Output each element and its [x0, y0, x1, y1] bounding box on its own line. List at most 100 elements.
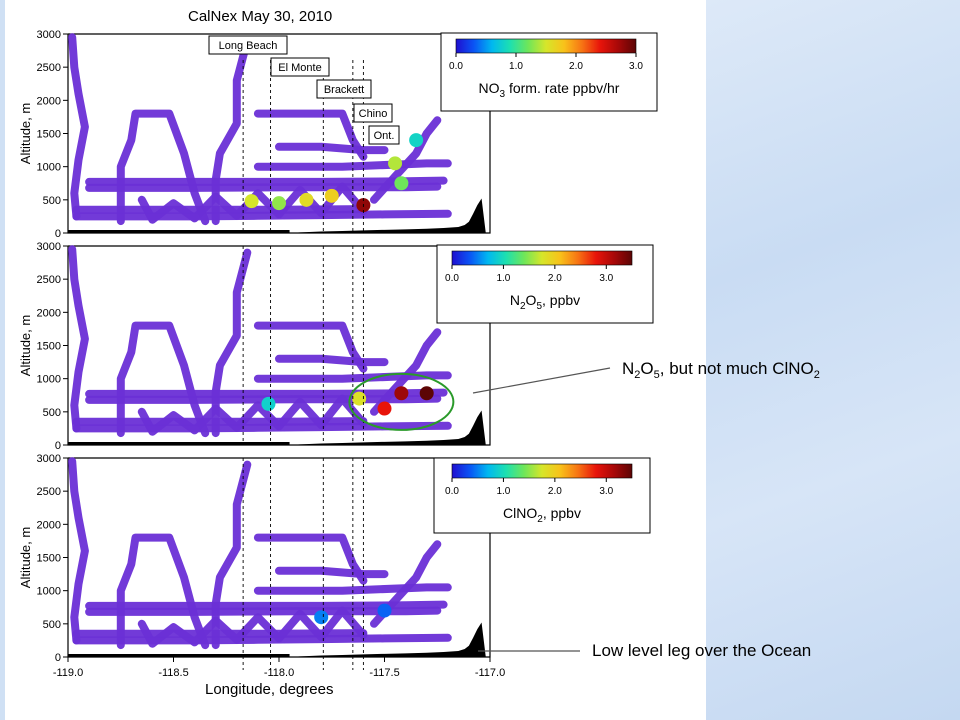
colorbar-tick-label: 3.0 [629, 61, 643, 72]
flight-track [85, 176, 448, 186]
flight-track [253, 159, 452, 171]
colorbar-tick-label: 0.0 [445, 273, 459, 284]
flight-track [253, 583, 452, 595]
colorbar-label: NO3 form. rate ppbv/hr [479, 80, 620, 100]
flight-track [85, 600, 448, 610]
y-axis-label: Altitude, m [18, 315, 33, 376]
callout-ocean: Low level leg over the Ocean [478, 641, 811, 660]
data-point [244, 194, 259, 209]
data-point [352, 391, 367, 406]
x-axis-label: Longitude, degrees [205, 681, 333, 698]
colorbar-tick-label: 2.0 [569, 61, 583, 72]
location-label-box [368, 125, 400, 145]
data-point [388, 156, 403, 171]
data-point [261, 396, 276, 411]
data-point [299, 192, 314, 207]
y-tick-label: 2000 [37, 95, 61, 107]
terrain-profile [283, 198, 490, 233]
data-point [419, 386, 434, 401]
location-label: Ont. [374, 130, 395, 142]
y-tick-label: 3000 [37, 453, 61, 465]
data-point [394, 176, 409, 191]
flight-track [72, 209, 452, 221]
panel-bottom: 0 500 1000 1500 2000 2500 3000 Altitude, m 0.0 1.… [18, 453, 651, 670]
colorbar-tick-label: 0.0 [449, 61, 463, 72]
y-axis-label: Altitude, m [18, 103, 33, 164]
chart-title: CalNex May 30, 2010 [188, 8, 332, 25]
y-tick-label: 2500 [37, 274, 61, 286]
flight-track [72, 421, 452, 433]
panel-middle: 0 500 1000 1500 2000 2500 3000 Altitude, m 0.0 1.… [18, 241, 654, 452]
y-tick-label: 2500 [37, 62, 61, 74]
flight-track [370, 116, 442, 204]
location-label: Brackett [324, 84, 364, 96]
y-tick-label: 1500 [37, 341, 61, 353]
y-tick-label: 2500 [37, 486, 61, 498]
callout-n2o5: N2O5, but not much ClNO2 [472, 359, 820, 394]
flight-track [370, 328, 442, 416]
flight-track [72, 633, 452, 645]
x-tick-label: -119.0 [53, 667, 83, 679]
sea-level-band [68, 442, 290, 445]
y-tick-label: 1000 [37, 586, 61, 598]
colorbar-tick-label: 3.0 [599, 273, 613, 284]
flight-track [275, 566, 389, 579]
colorbar-tick-label: 3.0 [599, 486, 613, 497]
data-point [394, 386, 409, 401]
flight-track [211, 36, 252, 226]
flight-track [68, 245, 89, 433]
y-tick-label: 3000 [37, 29, 61, 41]
flight-track [253, 371, 452, 383]
y-tick-label: 500 [43, 407, 61, 419]
colorbar [451, 463, 633, 479]
colorbar-tick-label: 2.0 [548, 273, 562, 284]
flight-track [68, 33, 89, 221]
flight-track [211, 460, 252, 650]
colorbar-tick-label: 0.0 [445, 486, 459, 497]
location-label-box [353, 103, 393, 123]
flight-track [211, 248, 252, 438]
y-tick-label: 1500 [37, 553, 61, 565]
y-tick-label: 0 [55, 228, 61, 240]
y-tick-label: 0 [55, 652, 61, 664]
colorbar-tick-label: 1.0 [496, 486, 510, 497]
colorbar-label: N2O5, ppbv [510, 292, 580, 312]
left-decorative-strip [0, 0, 5, 720]
y-tick-label: 500 [43, 195, 61, 207]
y-tick-label: 3000 [37, 241, 61, 253]
flight-track [116, 533, 210, 650]
terrain-profile [283, 410, 490, 445]
terrain-profile [283, 622, 490, 657]
colorbar [455, 38, 637, 54]
sea-level-band [68, 654, 290, 657]
y-tick-label: 2000 [37, 519, 61, 531]
location-label: Chino [359, 108, 388, 120]
callout-n2o5-text: N2O5, but not much ClNO2 [622, 359, 820, 381]
y-tick-label: 0 [55, 440, 61, 452]
colorbar-tick-label: 1.0 [509, 61, 523, 72]
decorative-side-panel [706, 0, 960, 720]
location-label: Long Beach [219, 40, 278, 52]
y-tick-label: 2000 [37, 307, 61, 319]
x-tick-label: -117.5 [369, 667, 399, 679]
flight-track [137, 394, 368, 436]
flight-track [116, 321, 210, 438]
flight-track [275, 142, 389, 155]
location-label-box [316, 79, 372, 99]
sea-level-band [68, 230, 290, 233]
flight-track [116, 109, 210, 226]
colorbar-label: ClNO2, ppbv [503, 505, 581, 525]
colorbar-tick-label: 1.0 [496, 273, 510, 284]
flight-track [68, 457, 89, 645]
location-label: El Monte [278, 62, 321, 74]
y-tick-label: 1000 [37, 374, 61, 386]
location-label-box [270, 57, 330, 77]
y-tick-label: 1000 [37, 162, 61, 174]
colorbar [451, 250, 633, 266]
data-point [324, 188, 339, 203]
data-point [377, 401, 392, 416]
data-point [314, 610, 329, 625]
x-tick-label: -118.0 [264, 667, 294, 679]
y-tick-label: 500 [43, 619, 61, 631]
